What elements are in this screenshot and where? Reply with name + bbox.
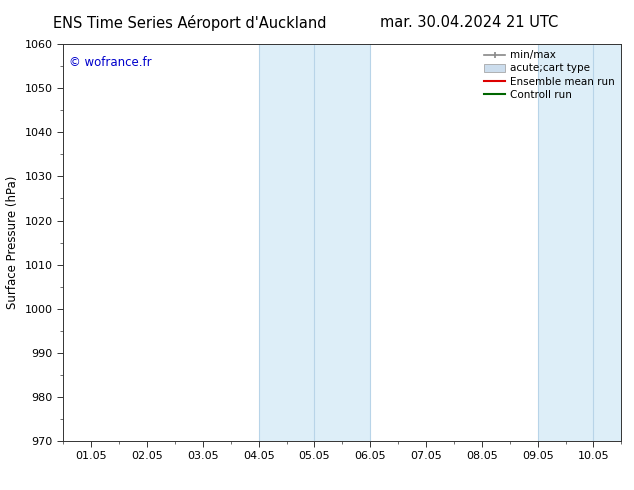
Bar [259, 44, 314, 441]
Legend: min/max, acute;cart type, Ensemble mean run, Controll run: min/max, acute;cart type, Ensemble mean … [481, 47, 618, 103]
Text: © wofrance.fr: © wofrance.fr [69, 56, 152, 69]
Y-axis label: Surface Pressure (hPa): Surface Pressure (hPa) [6, 176, 19, 309]
Text: ENS Time Series Aéroport d'Auckland: ENS Time Series Aéroport d'Auckland [53, 15, 327, 31]
Bar [538, 44, 593, 441]
Bar [314, 44, 370, 441]
Text: mar. 30.04.2024 21 UTC: mar. 30.04.2024 21 UTC [380, 15, 559, 30]
Bar [593, 44, 621, 441]
